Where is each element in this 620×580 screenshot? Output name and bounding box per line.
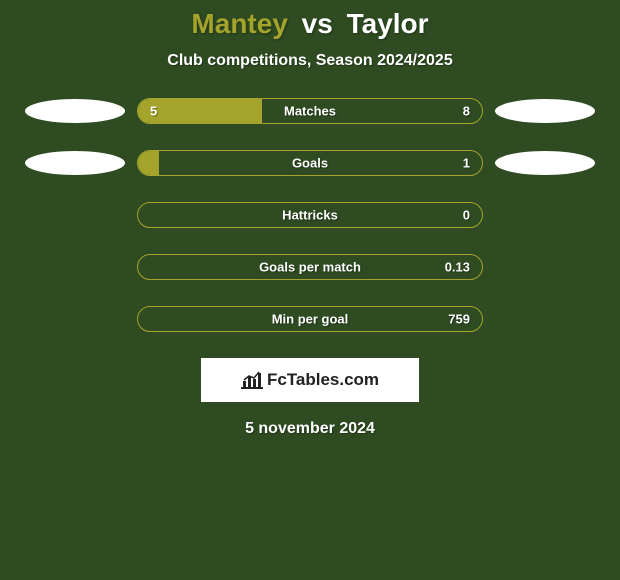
title-vs: vs xyxy=(302,8,333,39)
stat-row: Min per goal 759 xyxy=(0,306,620,332)
badge-spacer xyxy=(495,255,595,279)
stat-row: Hattricks 0 xyxy=(0,202,620,228)
badge-spacer xyxy=(495,307,595,331)
stat-row: Goals 1 xyxy=(0,150,620,176)
stat-bar: Min per goal 759 xyxy=(137,306,483,332)
stat-bar-fill xyxy=(138,151,159,175)
stat-right-value: 1 xyxy=(463,156,470,171)
stat-row: 5 Matches 8 xyxy=(0,98,620,124)
stat-bar: Goals 1 xyxy=(137,150,483,176)
player-right-name: Taylor xyxy=(347,8,429,39)
stat-name: Hattricks xyxy=(282,208,338,223)
stat-name: Matches xyxy=(284,104,336,119)
stat-right-value: 759 xyxy=(448,312,470,327)
stat-name: Goals xyxy=(292,156,328,171)
stats-list: 5 Matches 8 Goals 1 Hattricks 0 Goals per match… xyxy=(0,98,620,332)
team-left-badge xyxy=(25,99,125,123)
stat-right-value: 0.13 xyxy=(445,260,470,275)
player-left-name: Mantey xyxy=(191,8,287,39)
badge-spacer xyxy=(495,203,595,227)
date-text: 5 november 2024 xyxy=(0,420,620,438)
stat-name: Goals per match xyxy=(259,260,361,275)
stat-bar: Goals per match 0.13 xyxy=(137,254,483,280)
container: Mantey vs Taylor Club competitions, Seas… xyxy=(0,0,620,580)
page-title: Mantey vs Taylor xyxy=(0,8,620,40)
stat-name: Min per goal xyxy=(272,312,349,327)
stat-row: Goals per match 0.13 xyxy=(0,254,620,280)
stat-right-value: 0 xyxy=(463,208,470,223)
subtitle: Club competitions, Season 2024/2025 xyxy=(0,52,620,70)
stat-right-value: 8 xyxy=(463,104,470,119)
team-left-badge xyxy=(25,151,125,175)
chart-icon xyxy=(241,371,263,389)
badge-spacer xyxy=(25,255,125,279)
team-right-badge xyxy=(495,151,595,175)
brand-text: FcTables.com xyxy=(267,370,379,390)
badge-spacer xyxy=(25,307,125,331)
team-right-badge xyxy=(495,99,595,123)
stat-left-value: 5 xyxy=(150,104,157,119)
stat-bar: Hattricks 0 xyxy=(137,202,483,228)
stat-bar: 5 Matches 8 xyxy=(137,98,483,124)
brand-box: FcTables.com xyxy=(201,358,419,402)
badge-spacer xyxy=(25,203,125,227)
